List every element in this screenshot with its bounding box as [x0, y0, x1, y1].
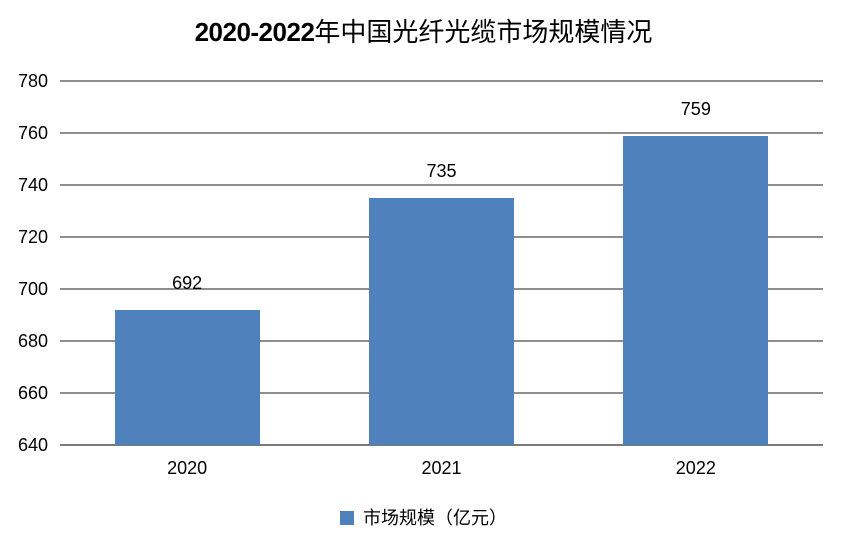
y-tick-label: 640: [17, 435, 48, 455]
bar-2020: [114, 309, 260, 445]
bar-2021: [369, 198, 514, 445]
x-tick-label-2020: 2020: [167, 458, 208, 478]
chart-title: 2020-2022年中国光纤光缆市场规模情况: [0, 14, 847, 50]
y-tick-label: 740: [17, 175, 48, 195]
x-tick-label-2021: 2021: [421, 458, 462, 478]
value-label-2022: 759: [680, 98, 711, 119]
gridline: [60, 184, 823, 186]
y-tick-label: 720: [17, 227, 48, 247]
chart-title-text: 年中国光纤光缆市场规模情况: [314, 17, 653, 47]
value-label-2021: 735: [426, 161, 457, 181]
legend: 市场规模（亿元）: [0, 506, 847, 530]
plot-area: 692 735 759: [60, 80, 823, 446]
y-tick-label: 780: [17, 71, 48, 91]
y-tick-label: 760: [17, 123, 48, 143]
x-axis-line: [60, 444, 823, 446]
gridline: [60, 132, 823, 134]
legend-series-label: 市场规模（亿元）: [363, 508, 507, 528]
legend-swatch-icon: [340, 511, 354, 525]
gridline: [60, 80, 823, 82]
y-tick-label: 700: [17, 279, 48, 299]
chart-title-years: 2020-2022: [194, 17, 315, 47]
value-label-2020: 692: [172, 272, 203, 293]
bar-2022: [623, 135, 769, 445]
x-tick-label-2022: 2022: [675, 458, 716, 478]
y-tick-label: 680: [17, 331, 48, 351]
y-tick-label: 660: [17, 383, 48, 403]
